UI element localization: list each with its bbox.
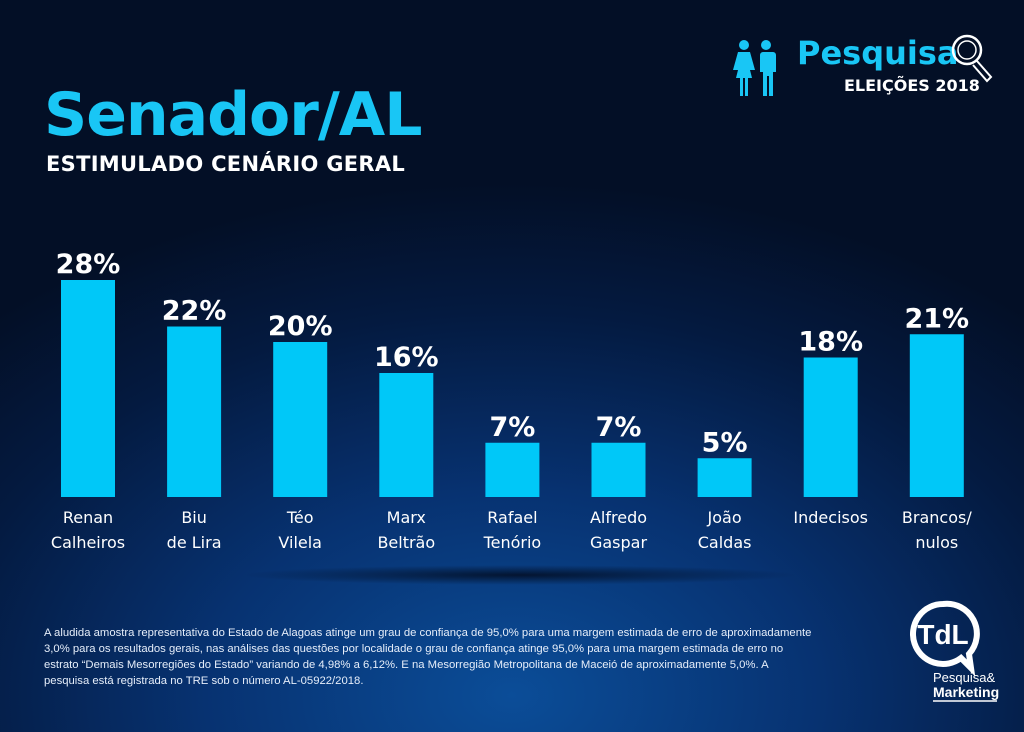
chart-floor-shadow [240, 565, 800, 585]
data-label: 21% [904, 303, 969, 334]
category-label: Gaspar [590, 533, 648, 552]
bar [167, 326, 222, 497]
category-label: Marx [387, 508, 426, 527]
category-label: Brancos/ [902, 508, 972, 527]
category-label: Téo [286, 508, 314, 527]
magnifier-icon [951, 34, 993, 83]
people-icon [733, 40, 776, 96]
category-label: Caldas [698, 533, 752, 552]
data-label: 22% [162, 296, 227, 327]
category-label: Beltrão [377, 533, 435, 552]
bar [591, 442, 646, 497]
page-title: Senador/AL [44, 80, 422, 150]
category-label: Rafael [487, 508, 537, 527]
category-label: Vilela [278, 533, 322, 552]
bar [379, 373, 434, 497]
bar-chart: 28% Renan Calheiros 22% Biu de Lira 20% Téo Vile… [51, 249, 972, 552]
tdl-line1: Pesquisa& [933, 670, 995, 685]
category-label: Renan [63, 508, 113, 527]
bar [273, 342, 328, 497]
data-label: 28% [56, 249, 121, 280]
tdl-logo: TdL Pesquisa& Marketing [905, 600, 1005, 705]
data-label: 7% [489, 412, 535, 443]
pesquisa-logo: Pesquisa ELEIÇÕES 2018 [732, 34, 1002, 104]
data-label: 16% [374, 342, 439, 373]
category-label: Indecisos [793, 508, 868, 527]
category-label: Alfredo [590, 508, 647, 527]
category-label: de Lira [167, 533, 222, 552]
bar [61, 280, 115, 497]
category-label: Tenório [483, 533, 542, 552]
category-label: Calheiros [51, 533, 125, 552]
bar [909, 334, 964, 497]
logo-tagline: ELEIÇÕES 2018 [844, 76, 980, 95]
bar [803, 357, 858, 497]
category-label: João [707, 508, 742, 527]
logo-name: Pesquisa [797, 34, 959, 72]
page-subtitle: ESTIMULADO CENÁRIO GERAL [46, 152, 406, 176]
footnote: A aludida amostra representativa do Esta… [44, 627, 812, 687]
category-label: Biu [181, 508, 207, 527]
data-label: 20% [268, 311, 333, 342]
data-label: 5% [702, 427, 748, 458]
bar [485, 442, 540, 497]
tdl-mark: TdL [917, 619, 968, 650]
bar [697, 458, 752, 497]
data-label: 7% [596, 412, 642, 443]
tdl-line2: Marketing [933, 684, 999, 700]
data-label: 18% [798, 327, 863, 358]
category-label: nulos [915, 533, 958, 552]
